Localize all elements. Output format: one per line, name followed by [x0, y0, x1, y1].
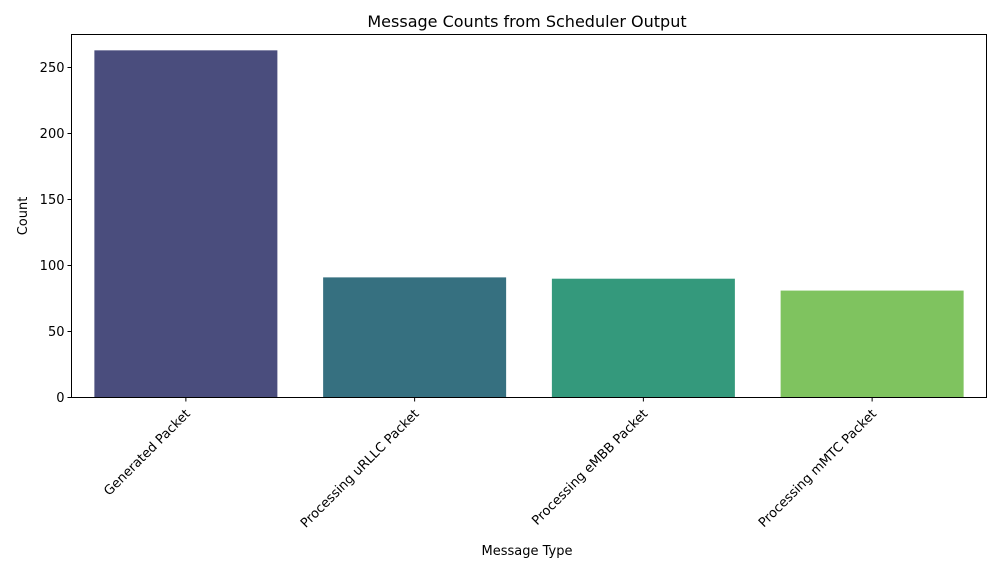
bar	[551, 278, 735, 398]
y-tick-label: 50	[48, 325, 65, 340]
y-tick-label: 0	[56, 391, 64, 406]
y-tick-label: 100	[40, 259, 65, 274]
bars-layer	[94, 50, 964, 398]
y-tick-label: 250	[40, 61, 65, 76]
bar	[323, 277, 507, 398]
x-tick-label: Generated Packet	[101, 407, 193, 499]
y-tick-label: 150	[40, 193, 65, 208]
y-ticks: 0 50 100 150 200 250	[40, 61, 72, 406]
bar	[780, 290, 964, 398]
x-tick-label: Processing eMBB Packet	[529, 407, 651, 529]
x-ticks: Generated Packet Processing uRLLC Packet P…	[101, 397, 880, 531]
x-tick-label: Processing uRLLC Packet	[298, 407, 422, 531]
x-tick-label: Processing mMTC Packet	[756, 407, 880, 531]
plot-frame	[71, 34, 987, 398]
bar	[94, 50, 278, 398]
y-axis-label: Count	[16, 197, 31, 236]
chart-title: Message Counts from Scheduler Output	[367, 12, 686, 31]
x-axis-label: Message Type	[482, 544, 573, 559]
y-tick-label: 200	[40, 127, 65, 142]
